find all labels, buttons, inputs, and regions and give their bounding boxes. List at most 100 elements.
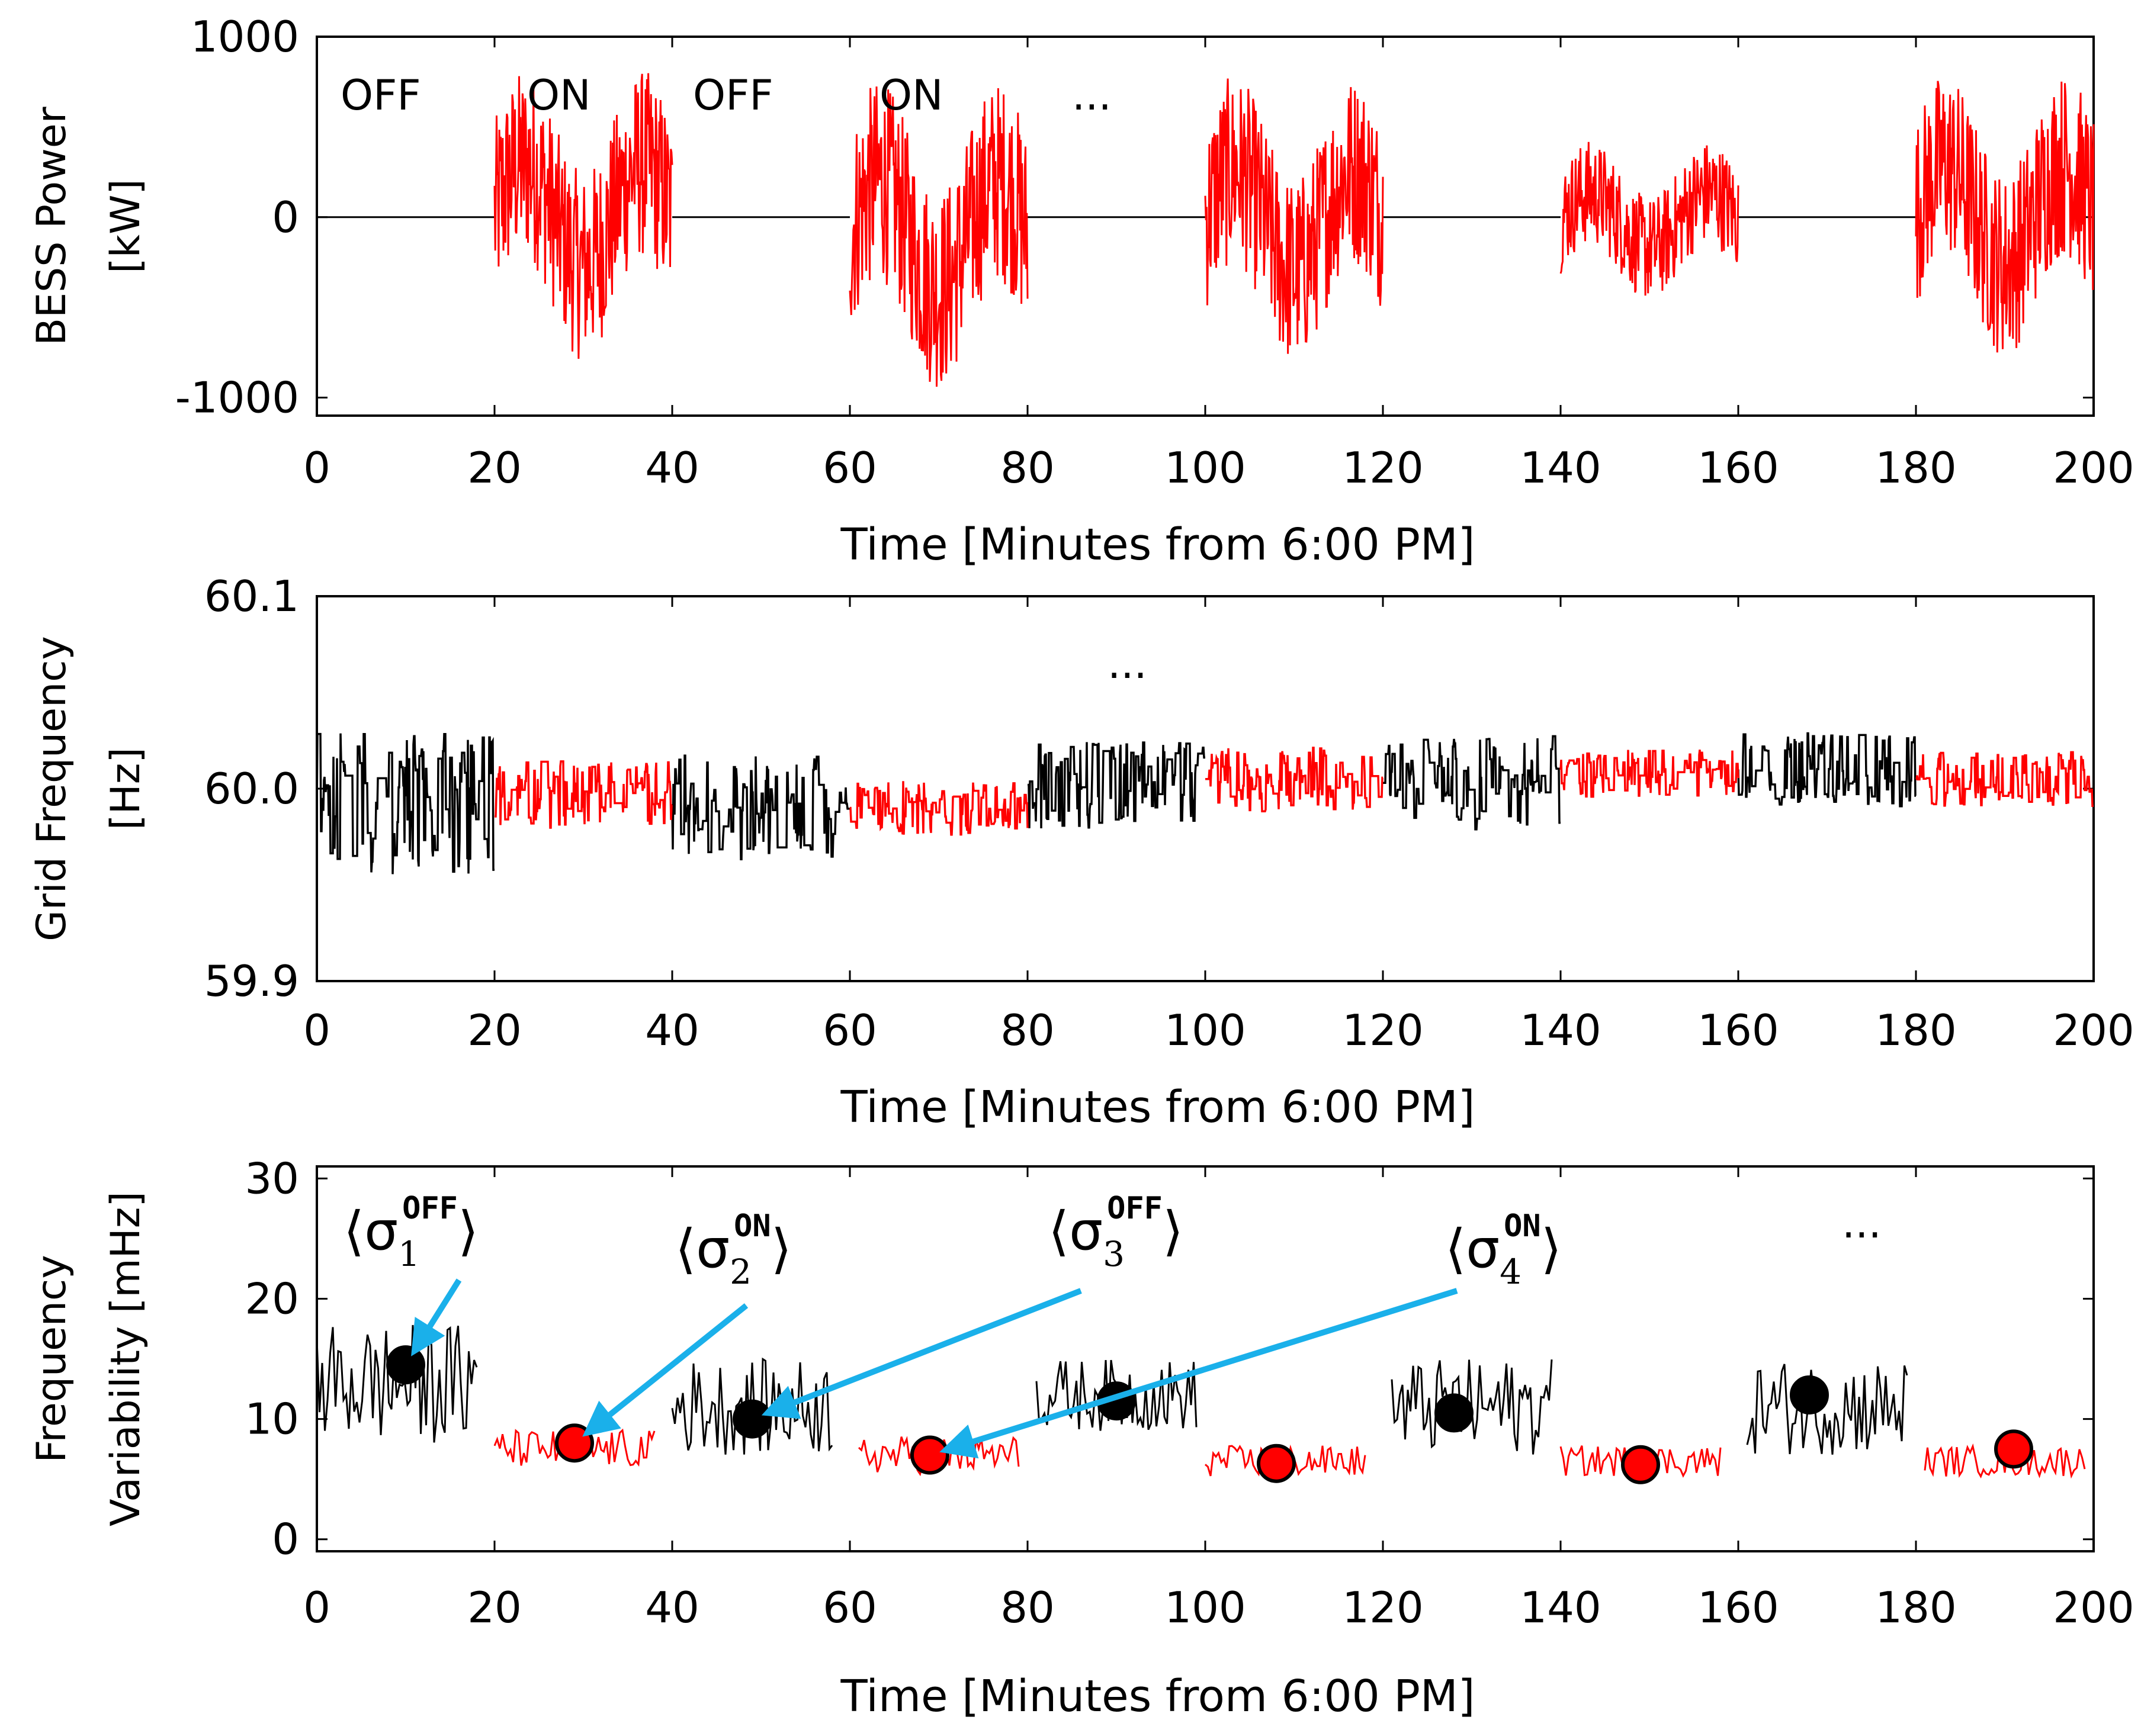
state-label-on-1: ON (527, 71, 590, 120)
panel-grid-frequency: 60.1 60.0 59.9 0 20 40 60 80 100 120 140 160 180 200… (28, 571, 2134, 1133)
ellipsis-2: ... (1108, 639, 1147, 688)
frequency-trace (849, 781, 1029, 836)
bess-on-trace (493, 73, 673, 359)
state-label-on-2: ON (879, 71, 943, 120)
annotation-arrow (582, 1303, 749, 1437)
y-tick-label: 60.0 (204, 764, 299, 814)
y-axis-title-line1: Grid Frequency (28, 636, 75, 941)
x-tick-labels: 0 20 40 60 80 100 120 140 160 180 200 (303, 1583, 2134, 1632)
y-tick-labels: 1000 0 -1000 (175, 12, 299, 423)
x-tick-label: 160 (1697, 443, 1779, 493)
frequency-trace (1205, 747, 1384, 813)
frequency-trace (316, 732, 495, 875)
sigma-annotations: ⟨σ1OFF⟩ ⟨σ2ON⟩ ⟨σ3OFF⟩ ⟨σ4ON⟩ (344, 1191, 1562, 1292)
mean-marker (1994, 1429, 2033, 1469)
x-tick-label: 0 (303, 1583, 330, 1632)
plot-frame (316, 1165, 2095, 1552)
annotation-arrows (411, 1278, 1458, 1459)
x-tick-label: 120 (1342, 1583, 1423, 1632)
x-tick-label: 40 (645, 1583, 699, 1632)
y-tick-label: 30 (245, 1153, 299, 1203)
variability-trace (1924, 1443, 2086, 1479)
x-tick-label: 200 (2053, 443, 2134, 493)
variability-trace (671, 1357, 833, 1455)
grid-frequency-series (316, 595, 2095, 982)
x-tick-label: 140 (1520, 1005, 1601, 1055)
x-tick-label: 0 (303, 1005, 330, 1055)
state-label-off-1: OFF (341, 71, 421, 120)
frequency-trace (1028, 741, 1205, 829)
x-tick-label: 200 (2053, 1583, 2134, 1632)
x-tick-labels: 0 20 40 60 80 100 120 140 160 180 200 (303, 443, 2134, 493)
x-tick-label: 80 (1000, 1583, 1055, 1632)
mean-marker (1257, 1444, 1296, 1483)
state-label-off-2: OFF (693, 71, 773, 120)
frequency-trace (495, 760, 673, 829)
x-tick-label: 180 (1875, 1005, 1956, 1055)
mean-marker (555, 1423, 594, 1463)
x-tick-label: 60 (823, 1005, 877, 1055)
y-tick-labels: 60.1 60.0 59.9 (204, 571, 299, 1006)
x-tick-label: 160 (1697, 1005, 1779, 1055)
variability-trace (1746, 1364, 1908, 1455)
frequency-trace (1383, 735, 1561, 831)
y-tick-labels: 30 20 10 0 (245, 1153, 299, 1564)
x-tick-label: 120 (1342, 443, 1423, 493)
x-tick-label: 100 (1164, 1005, 1246, 1055)
bess-power-series (316, 36, 2095, 416)
y-axis-title-line1: Frequency (28, 1255, 75, 1462)
x-tick-label: 20 (467, 1583, 522, 1632)
y-axis-title-line1: BESS Power (28, 107, 75, 345)
mean-marker (910, 1435, 949, 1475)
ellipsis-1: ... (1072, 71, 1112, 120)
x-axis-title: Time [Minutes from 6:00 PM] (840, 519, 1475, 570)
x-axis-title: Time [Minutes from 6:00 PM] (840, 1671, 1475, 1722)
mean-marker (1790, 1375, 1829, 1414)
x-tick-label: 200 (2053, 1005, 2134, 1055)
frequency-trace (671, 754, 850, 861)
sigma-label: ⟨σ4ON⟩ (1445, 1208, 1562, 1292)
x-tick-label: 180 (1875, 1583, 1956, 1632)
bess-on-trace (1204, 78, 1384, 354)
y-axis-title-line2: [kW] (102, 179, 149, 274)
x-tick-label: 20 (467, 443, 522, 493)
mean-marker (1621, 1445, 1660, 1484)
annotation-arrow (761, 1288, 1082, 1419)
y-tick-label: 1000 (191, 12, 299, 62)
bess-on-trace (1559, 142, 1739, 296)
bess-on-trace (1915, 81, 2095, 353)
x-tick-label: 140 (1520, 443, 1601, 493)
x-tick-label: 100 (1164, 443, 1246, 493)
y-axis-title-line2: Variability [mHz] (102, 1191, 149, 1526)
x-tick-label: 60 (823, 443, 877, 493)
x-tick-label: 180 (1875, 443, 1956, 493)
x-tick-label: 20 (467, 1005, 522, 1055)
y-axis-title-line2: [Hz] (102, 747, 149, 830)
x-tick-label: 80 (1000, 443, 1055, 493)
sigma-label: ⟨σ2ON⟩ (675, 1208, 792, 1292)
y-tick-label: 10 (245, 1394, 299, 1444)
x-tick-label: 120 (1342, 1005, 1423, 1055)
sigma-label: ⟨σ1OFF⟩ (344, 1191, 479, 1274)
x-tick-label: 0 (303, 443, 330, 493)
y-tick-label: -1000 (175, 373, 299, 423)
mean-marker (733, 1399, 772, 1439)
x-tick-label: 40 (645, 1005, 699, 1055)
mean-marker (1434, 1393, 1474, 1433)
ellipsis-3: ... (1842, 1199, 1882, 1248)
annotation-arrow (939, 1288, 1458, 1459)
y-tick-label: 0 (272, 192, 299, 242)
variability-trace (316, 1324, 478, 1443)
y-tick-label: 20 (245, 1274, 299, 1323)
x-tick-label: 80 (1000, 1005, 1055, 1055)
x-axis-title: Time [Minutes from 6:00 PM] (840, 1082, 1475, 1133)
y-tick-label: 0 (272, 1515, 299, 1564)
x-tick-labels: 0 20 40 60 80 100 120 140 160 180 200 (303, 1005, 2134, 1055)
x-tick-label: 60 (823, 1583, 877, 1632)
annotation-arrow (411, 1278, 462, 1356)
frequency-trace (1915, 751, 2094, 807)
x-tick-label: 140 (1520, 1583, 1601, 1632)
